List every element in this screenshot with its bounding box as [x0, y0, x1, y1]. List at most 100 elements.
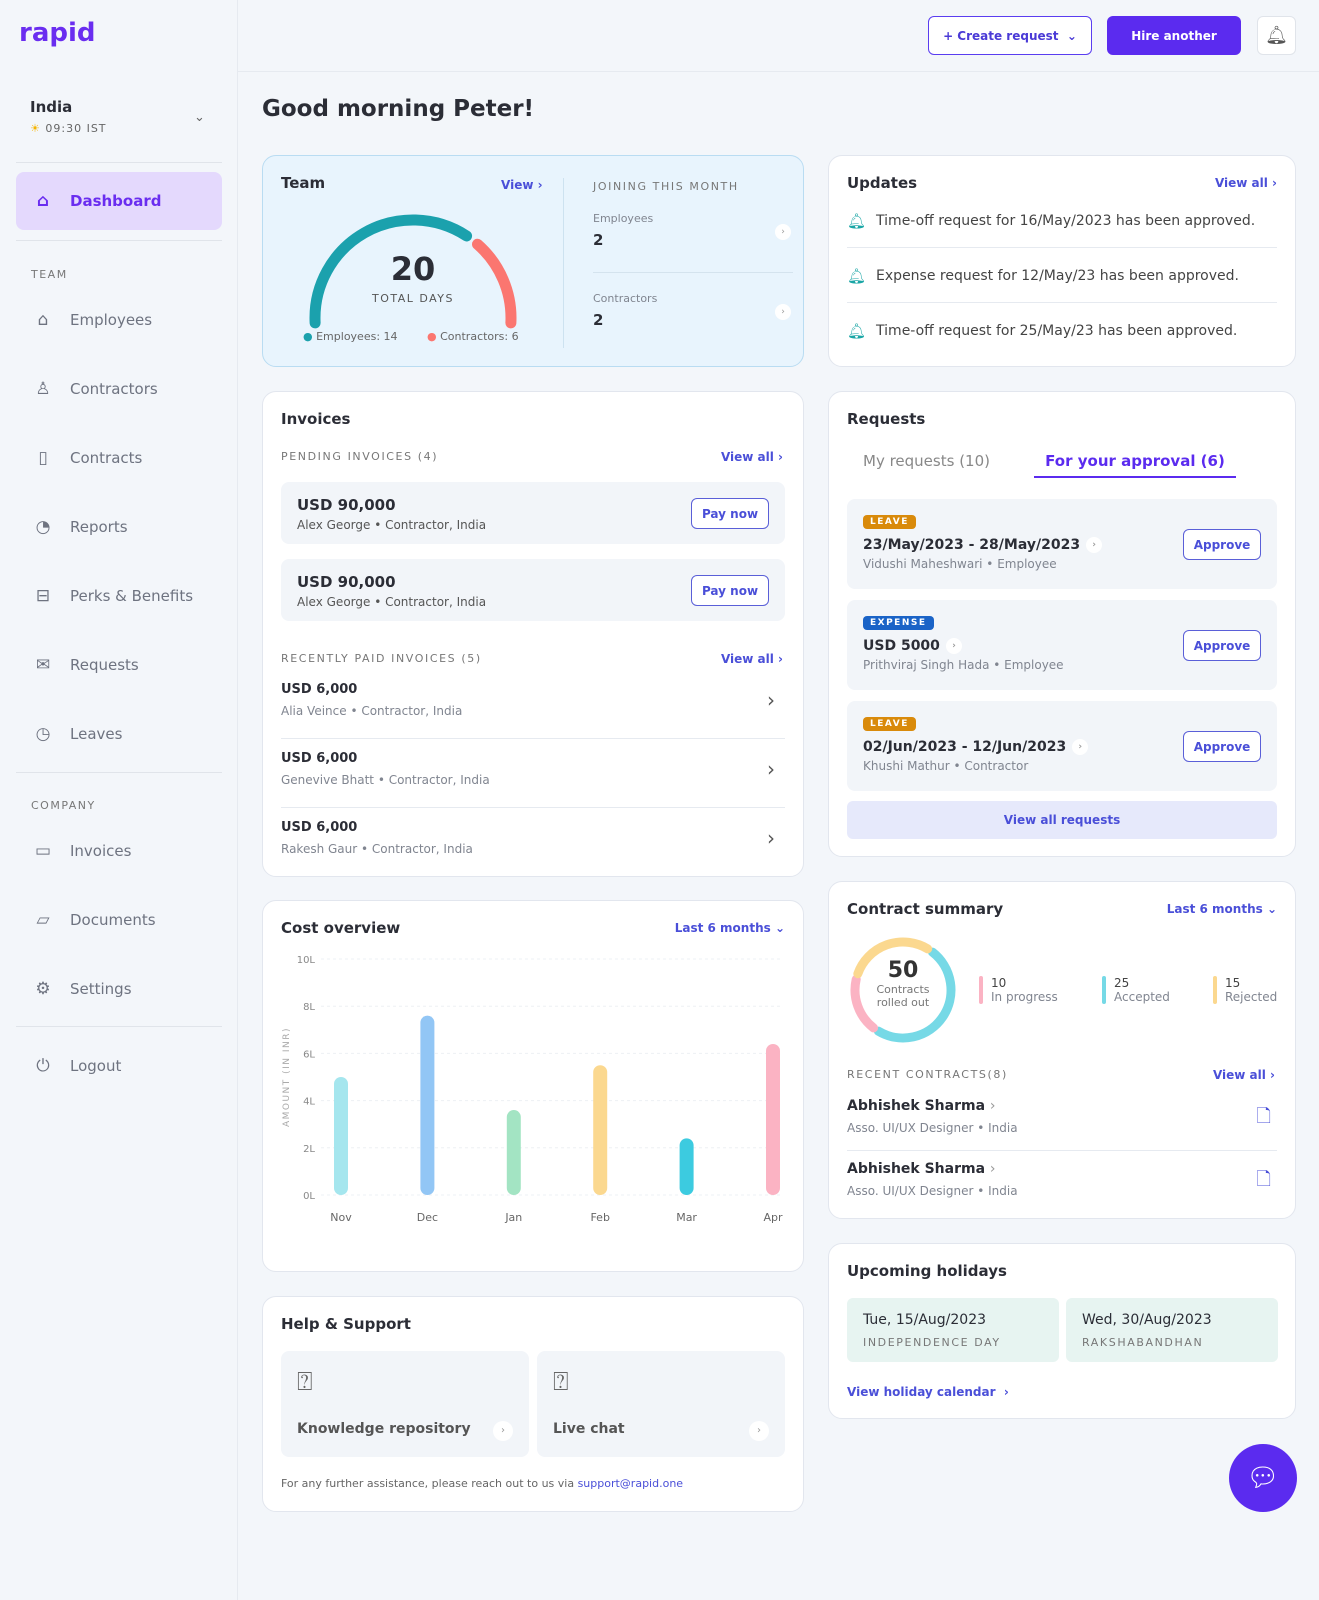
joining-employees[interactable]: Employees 2 › [593, 212, 793, 272]
bar-feb[interactable] [593, 1065, 608, 1195]
sidebar-item-documents[interactable]: ▱ Documents [16, 891, 222, 949]
x-tick-label: Apr [763, 1211, 783, 1224]
pay-now-button[interactable]: Pay now [691, 575, 769, 606]
approve-button[interactable]: Approve [1183, 529, 1261, 560]
invoice-sub: Genevive Bhatt • Contractor, India [281, 773, 490, 787]
live-chat-button[interactable]: ⍰ Live chat › [537, 1351, 785, 1457]
tab-my-requests[interactable]: My requests (10) [863, 452, 990, 470]
joining-contractors[interactable]: Contractors 2 › [593, 292, 793, 352]
sidebar-item-reports[interactable]: ◔ Reports [16, 498, 222, 556]
location-selector[interactable]: India ☀ 09:30 IST [30, 98, 107, 135]
sidebar-item-logout[interactable]: ⏻ Logout [16, 1037, 222, 1095]
recent-contract[interactable]: Abhishek Sharma › Asso. UI/UX Designer • … [847, 1088, 1277, 1151]
chat-fab-button[interactable]: 💬︎ [1229, 1444, 1297, 1512]
dot-icon: ● [303, 330, 313, 343]
sidebar-item-contracts[interactable]: ▯ Contracts [16, 429, 222, 487]
sidebar-item-dashboard[interactable]: ⌂ Dashboard [16, 172, 222, 230]
view-all-requests-button[interactable]: View all requests [847, 801, 1277, 839]
chevron-right-icon[interactable]: › [1072, 739, 1089, 755]
card-title: Team [281, 174, 326, 192]
link-label: View all [1214, 176, 1268, 190]
chevron-right-icon[interactable]: › [775, 304, 791, 320]
pay-now-button[interactable]: Pay now [691, 498, 769, 529]
legend-label: In progress [991, 990, 1058, 1004]
update-item[interactable]: 🔔︎ Expense request for 12/May/23 has been… [847, 249, 1277, 303]
legend-accepted: 25 Accepted [1102, 976, 1170, 1004]
sidebar-item-invoices[interactable]: ▭ Invoices [16, 822, 222, 880]
paid-invoices-label: RECENTLY PAID INVOICES (5) [281, 652, 482, 665]
update-item[interactable]: 🔔︎ Time-off request for 16/May/2023 has b… [847, 194, 1277, 248]
divider [593, 272, 793, 273]
team-gauge [309, 214, 517, 329]
contracts-view-all[interactable]: View all › [1212, 1068, 1275, 1082]
request-title: 23/May/2023 - 28/May/2023 [863, 537, 1081, 553]
invoice-sub: Alex George • Contractor, India [297, 518, 487, 532]
tab-for-approval[interactable]: For your approval (6) [1034, 442, 1236, 478]
section-label-team: TEAM [31, 268, 68, 281]
link-label: View [501, 178, 534, 192]
x-tick-label: Mar [676, 1211, 697, 1224]
card-title: Updates [847, 174, 918, 192]
document-icon[interactable]: 🗋 [1256, 1106, 1271, 1127]
y-tick-label: 2L [303, 1144, 315, 1155]
chevron-right-icon[interactable]: › [775, 224, 791, 240]
y-axis-label: AMOUNT (IN INR) [282, 1027, 292, 1127]
chevron-right-icon: › [767, 826, 775, 850]
holiday-date: Tue, 15/Aug/2023 [863, 1312, 987, 1328]
bar-dec[interactable] [420, 1015, 435, 1195]
invoice-sub: Rakesh Gaur • Contractor, India [281, 842, 473, 856]
chevron-right-icon[interactable]: › [945, 638, 962, 654]
update-item[interactable]: 🔔︎ Time-off request for 25/May/23 has bee… [847, 304, 1277, 358]
invoices-card: Invoices PENDING INVOICES (4) View all ›… [262, 391, 804, 877]
sidebar-item-requests[interactable]: ✉ Requests [16, 636, 222, 694]
create-request-button[interactable]: + Create request ⌄ [928, 16, 1092, 55]
help-note-text: For any further assistance, please reach… [281, 1477, 578, 1490]
recent-contract[interactable]: Abhishek Sharma › Asso. UI/UX Designer • … [847, 1151, 1277, 1214]
folder-icon: ▱ [36, 910, 50, 930]
sidebar-item-employees[interactable]: ⌂ Employees [16, 291, 222, 349]
paid-invoice[interactable]: USD 6,000 Rakesh Gaur • Contractor, India… [281, 808, 785, 877]
updates-view-all[interactable]: View all › [1214, 176, 1277, 190]
knowledge-repository-button[interactable]: ⍰ Knowledge repository › [281, 1351, 529, 1457]
pending-view-all[interactable]: View all › [720, 450, 783, 464]
team-view-link[interactable]: View › [501, 178, 543, 192]
approve-button[interactable]: Approve [1183, 630, 1261, 661]
cost-period-dropdown[interactable]: Last 6 months ⌄ [674, 921, 785, 935]
chat-icon: 💬︎ [1246, 1463, 1280, 1493]
hire-another-button[interactable]: Hire another [1107, 16, 1241, 55]
logo[interactable]: rapid [19, 18, 96, 48]
dropdown-label: Last 6 months [1166, 902, 1263, 916]
sidebar-item-contractors[interactable]: ♙ Contractors [16, 360, 222, 418]
gauge-total-label: TOTAL DAYS [371, 292, 455, 305]
gauge-employees-arc [309, 214, 473, 329]
chevron-down-icon[interactable]: ⌄ [194, 110, 205, 125]
bell-icon: 🔔︎ [847, 266, 867, 285]
create-request-label: + Create request [943, 28, 1059, 43]
bar-nov[interactable] [334, 1077, 348, 1195]
chevron-down-icon: ⌄ [1066, 28, 1077, 43]
paid-view-all[interactable]: View all › [720, 652, 783, 666]
contract-period-dropdown[interactable]: Last 6 months ⌄ [1166, 902, 1277, 916]
approve-button[interactable]: Approve [1183, 731, 1261, 762]
chevron-right-icon[interactable]: › [1086, 537, 1103, 553]
updates-card: Updates View all › 🔔︎ Time-off request fo… [828, 155, 1296, 367]
bar-jan[interactable] [506, 1110, 521, 1195]
notifications-button[interactable]: 🔔︎ [1257, 16, 1296, 55]
paid-invoice[interactable]: USD 6,000 Alia Veince • Contractor, India… [281, 670, 785, 739]
gear-icon: ⚙ [35, 979, 51, 999]
request-item: LEAVE 02/Jun/2023 - 12/Jun/2023 › Khushi Ma… [847, 701, 1277, 791]
sidebar-item-perks[interactable]: ⊟ Perks & Benefits [16, 567, 222, 625]
bar-apr[interactable] [766, 1043, 780, 1195]
legend-rejected: 15 Rejected [1213, 976, 1277, 1004]
sidebar-item-leaves[interactable]: ◷ Leaves [16, 705, 222, 763]
divider [16, 772, 222, 773]
paid-invoice[interactable]: USD 6,000 Genevive Bhatt • Contractor, In… [281, 739, 785, 808]
support-email-link[interactable]: support@rapid.one [577, 1477, 684, 1490]
donut-total: 50 [887, 958, 919, 983]
local-time: 09:30 IST [45, 122, 107, 135]
x-tick-label: Feb [590, 1211, 609, 1224]
document-icon[interactable]: 🗋 [1256, 1169, 1271, 1190]
sidebar-item-settings[interactable]: ⚙ Settings [16, 960, 222, 1018]
holiday-calendar-link[interactable]: View holiday calendar › [847, 1385, 1009, 1399]
bar-mar[interactable] [679, 1138, 694, 1195]
